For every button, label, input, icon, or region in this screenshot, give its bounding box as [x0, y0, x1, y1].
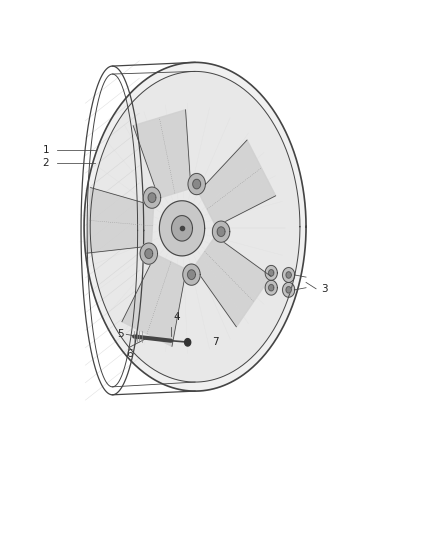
Polygon shape [283, 282, 295, 297]
Polygon shape [265, 265, 277, 280]
Polygon shape [212, 221, 230, 243]
Polygon shape [194, 236, 271, 327]
Polygon shape [133, 110, 191, 198]
Polygon shape [172, 216, 192, 241]
Polygon shape [193, 179, 201, 189]
Text: 4: 4 [173, 312, 180, 322]
Polygon shape [286, 272, 291, 278]
Polygon shape [140, 243, 158, 264]
Polygon shape [183, 264, 200, 285]
Polygon shape [265, 280, 277, 295]
Text: 7: 7 [212, 337, 219, 347]
Polygon shape [122, 254, 186, 346]
Polygon shape [148, 193, 156, 203]
Polygon shape [185, 338, 191, 346]
Polygon shape [90, 71, 300, 382]
Polygon shape [217, 227, 225, 237]
Text: 6: 6 [127, 349, 133, 359]
Polygon shape [187, 270, 195, 279]
Polygon shape [84, 62, 306, 391]
Text: 1: 1 [42, 145, 49, 155]
Text: 5: 5 [117, 329, 124, 340]
Polygon shape [145, 249, 153, 259]
Polygon shape [159, 201, 205, 256]
Polygon shape [87, 188, 154, 253]
Polygon shape [268, 285, 274, 291]
Polygon shape [268, 270, 274, 276]
Text: 3: 3 [321, 284, 328, 294]
Polygon shape [286, 287, 291, 293]
Text: 2: 2 [42, 158, 49, 168]
Polygon shape [283, 268, 295, 282]
Polygon shape [198, 140, 276, 227]
Polygon shape [143, 187, 161, 208]
Polygon shape [188, 173, 205, 195]
